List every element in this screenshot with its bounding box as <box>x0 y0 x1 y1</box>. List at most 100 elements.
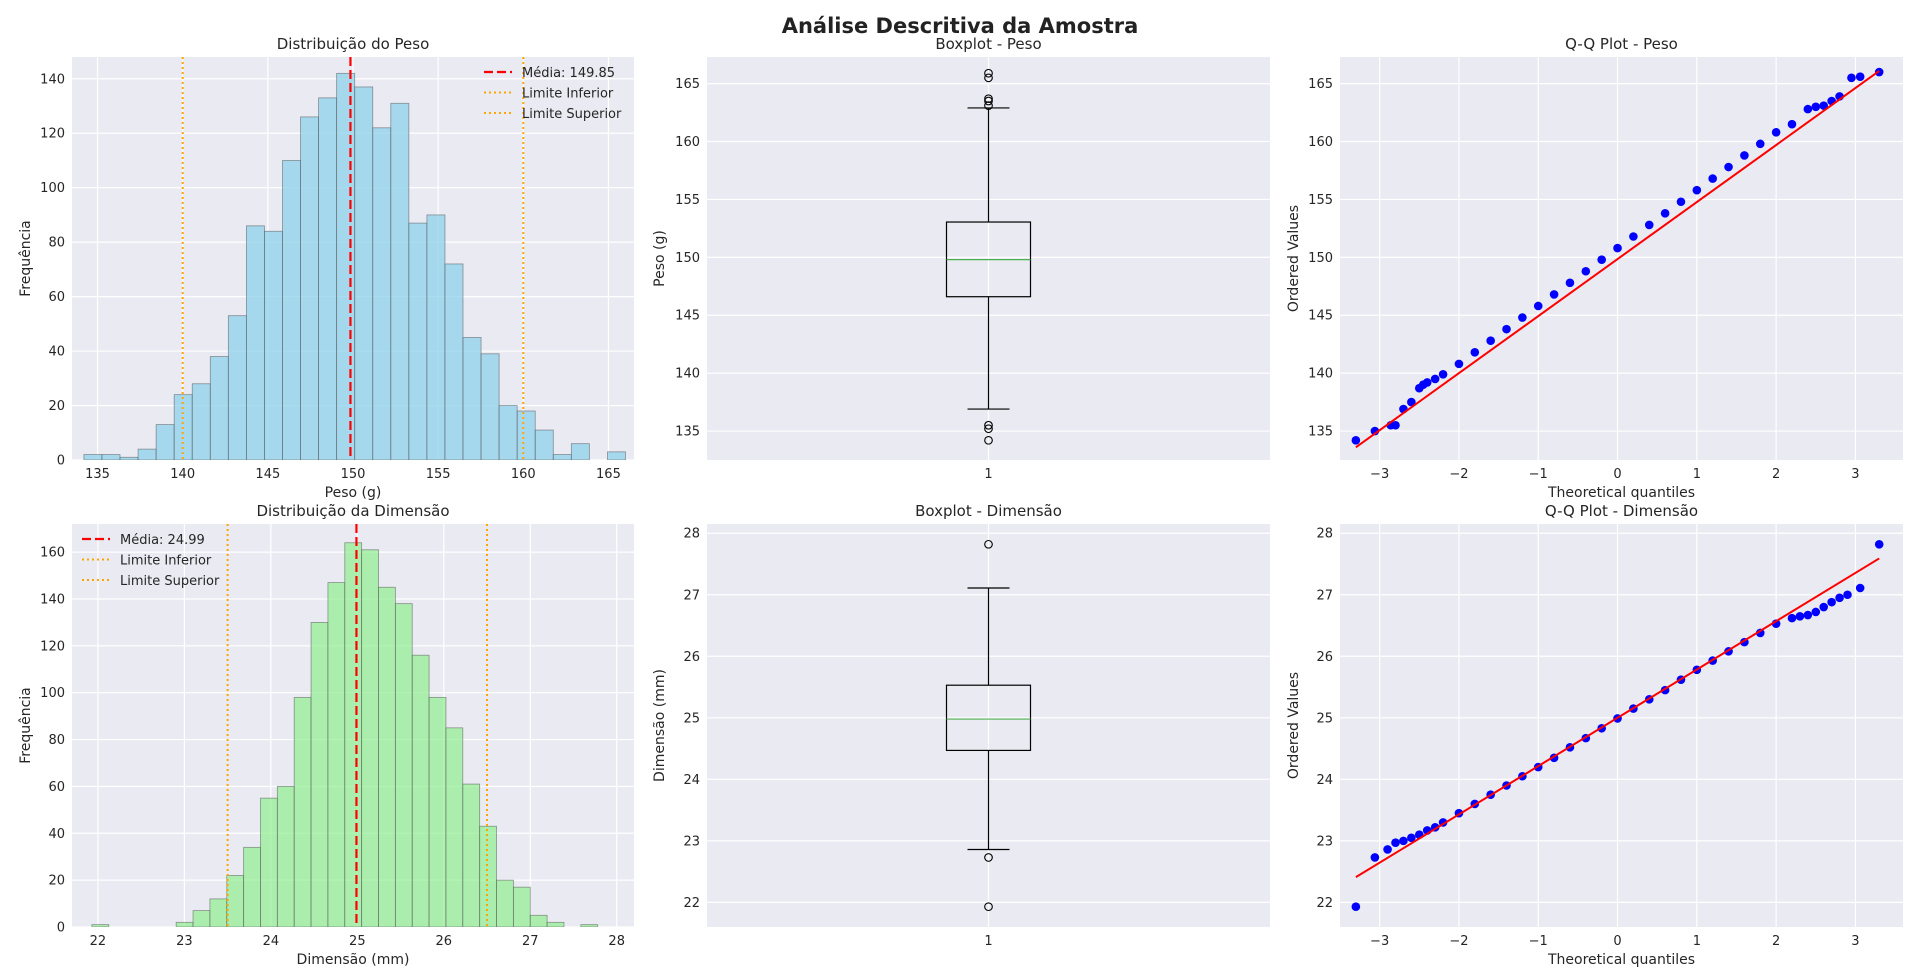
qq_peso-xtick-label: 1 <box>1693 467 1701 482</box>
qq_peso-ytick-label: 140 <box>1308 367 1333 382</box>
hist_dim-title: Distribuição da Dimensão <box>256 502 449 520</box>
qq_peso-point <box>1581 266 1591 276</box>
qq_peso-ylabel: Ordered Values <box>1286 205 1302 312</box>
box_dim-outlier <box>984 539 993 549</box>
qq_dim-point <box>1803 610 1813 620</box>
hist_peso-xtick-label: 150 <box>341 467 366 482</box>
qq_dim-xtick-label: 0 <box>1613 934 1621 949</box>
box_peso-outlier <box>984 68 993 78</box>
qq_dim-ytick-label: 24 <box>1316 773 1333 788</box>
hist_peso-bar <box>282 160 301 460</box>
qq_peso-point <box>1787 119 1797 129</box>
hist_peso-xtick-label: 135 <box>85 467 110 482</box>
qq_peso-xtick-labels: −3 −2 −1 0 1 2 3 <box>1370 467 1860 482</box>
hist_dim-ytick-label: 0 <box>57 921 65 936</box>
box_peso-ylabel: Peso (g) <box>652 230 668 287</box>
qq_dim-xtick-label: 2 <box>1772 934 1780 949</box>
hist_peso-ytick-label: 60 <box>48 290 65 305</box>
chart-hist_peso: 135 140 145 150 155 160 165 0 20 40 60 80 100 120 140 D… <box>18 35 634 501</box>
qq_peso-point <box>1502 324 1511 334</box>
qq_peso-fit-line <box>1355 70 1880 449</box>
hist_peso-bar <box>516 410 536 460</box>
hist_dim-xtick-labels: 22 23 24 25 26 27 28 <box>90 934 625 949</box>
box_peso-ytick-label: 150 <box>675 251 700 266</box>
box_peso-marks <box>945 68 1032 445</box>
box_dim-xtick-label: 1 <box>984 934 992 949</box>
chart-hist_dim: 22 23 24 25 26 27 28 0 20 40 60 80 100 120 140 160 Distr… <box>18 502 634 968</box>
box_dim-title: Boxplot - Dimensão <box>915 502 1062 520</box>
chart-box_peso: 1 135 140 145 150 155 160 165 Boxplot - Peso Peso… <box>652 35 1270 482</box>
hist_dim-legend-label: Limite Inferior <box>120 554 212 569</box>
hist_dim-xlabel: Dimensão (mm) <box>297 952 410 968</box>
box_dim-ytick-label: 28 <box>683 527 700 542</box>
hist_dim-bar <box>192 910 211 927</box>
hist_dim-bar <box>512 886 531 927</box>
qq_dim-marks <box>1351 540 1884 911</box>
box_peso-outlier <box>984 96 993 106</box>
qq_dim-point <box>1787 613 1797 623</box>
hist_peso-bar <box>318 97 338 460</box>
qq_dim-point <box>1383 845 1392 854</box>
hist_peso-legend-label: Limite Superior <box>522 107 622 122</box>
box_peso-ytick-label: 165 <box>675 77 700 92</box>
qq_peso-grid <box>1340 57 1903 460</box>
hist_dim-ytick-labels: 0 20 40 60 80 100 120 140 160 <box>40 546 65 936</box>
hist_peso-legend-label: Média: 149.85 <box>522 66 615 81</box>
hist_dim-ytick-label: 100 <box>40 686 65 701</box>
box_peso-ytick-labels: 135 140 145 150 155 160 165 <box>675 77 700 439</box>
hist_peso-bar <box>390 102 410 460</box>
qq_peso-point <box>1391 420 1400 430</box>
hist_peso-xtick-label: 160 <box>511 467 536 482</box>
hist_peso-bar <box>552 454 572 460</box>
qq_peso-ytick-label: 135 <box>1308 425 1333 440</box>
qq_dim-point <box>1391 838 1400 848</box>
hist_dim-bar <box>91 924 110 927</box>
qq_dim-point <box>1819 602 1829 612</box>
qq_peso-point <box>1755 139 1765 149</box>
qq_dim-point <box>1370 853 1380 862</box>
box_dim-ytick-label: 22 <box>683 896 700 911</box>
hist_peso-bar <box>137 448 157 460</box>
box_peso-outlier <box>984 94 993 104</box>
hist_peso-bar <box>336 72 356 460</box>
hist_peso-ytick-label: 120 <box>40 127 65 142</box>
qq_peso-point <box>1565 278 1575 288</box>
hist_peso-ytick-label: 80 <box>48 236 65 251</box>
hist_peso-bar <box>119 456 139 460</box>
qq_peso-point <box>1660 209 1670 218</box>
qq_peso-point <box>1740 151 1749 160</box>
hist_dim-xtick-label: 25 <box>349 934 366 949</box>
qq_dim-plot-area <box>1340 524 1903 927</box>
hist_dim-bar <box>546 921 565 927</box>
qq_peso-point <box>1692 185 1702 195</box>
box_dim-outlier <box>984 902 993 912</box>
qq_peso-xlabel: Theoretical quantiles <box>1547 485 1695 501</box>
chart-qq_peso: −3 −2 −1 0 1 2 3 135 140 145 150 155 160 165 Q-Q Plot … <box>1286 35 1903 501</box>
qq_dim-point <box>1351 902 1361 911</box>
hist_dim-bar <box>276 786 295 927</box>
box_dim-ytick-label: 23 <box>683 834 700 849</box>
qq_peso-point <box>1771 127 1781 137</box>
qq_peso-point <box>1811 102 1821 112</box>
qq_peso-point <box>1549 290 1559 299</box>
hist_dim-ytick-label: 140 <box>40 592 65 607</box>
hist_peso-bar <box>264 230 283 460</box>
hist_dim-marks <box>91 524 599 927</box>
qq_peso-point <box>1855 72 1865 81</box>
hist_peso-bar <box>245 225 265 460</box>
hist_peso-bar <box>101 454 121 460</box>
qq_dim-ytick-label: 28 <box>1316 527 1333 542</box>
hist_peso-bar <box>372 127 392 460</box>
qq_peso-ytick-labels: 135 140 145 150 155 160 165 <box>1308 77 1333 439</box>
box_peso-title: Boxplot - Peso <box>935 35 1041 53</box>
hist_peso-bar <box>444 263 464 460</box>
hist_dim-legend-label: Média: 24.99 <box>120 533 205 548</box>
hist_peso-bar <box>83 454 103 460</box>
box_peso-outlier <box>984 420 993 430</box>
qq_peso-ytick-label: 160 <box>1308 135 1333 150</box>
hist_peso-ylabel: Frequência <box>18 220 34 297</box>
box_peso-ytick-label: 140 <box>675 367 700 382</box>
qq_dim-ylabel: Ordered Values <box>1286 672 1302 779</box>
qq_peso-marks <box>1351 67 1884 449</box>
